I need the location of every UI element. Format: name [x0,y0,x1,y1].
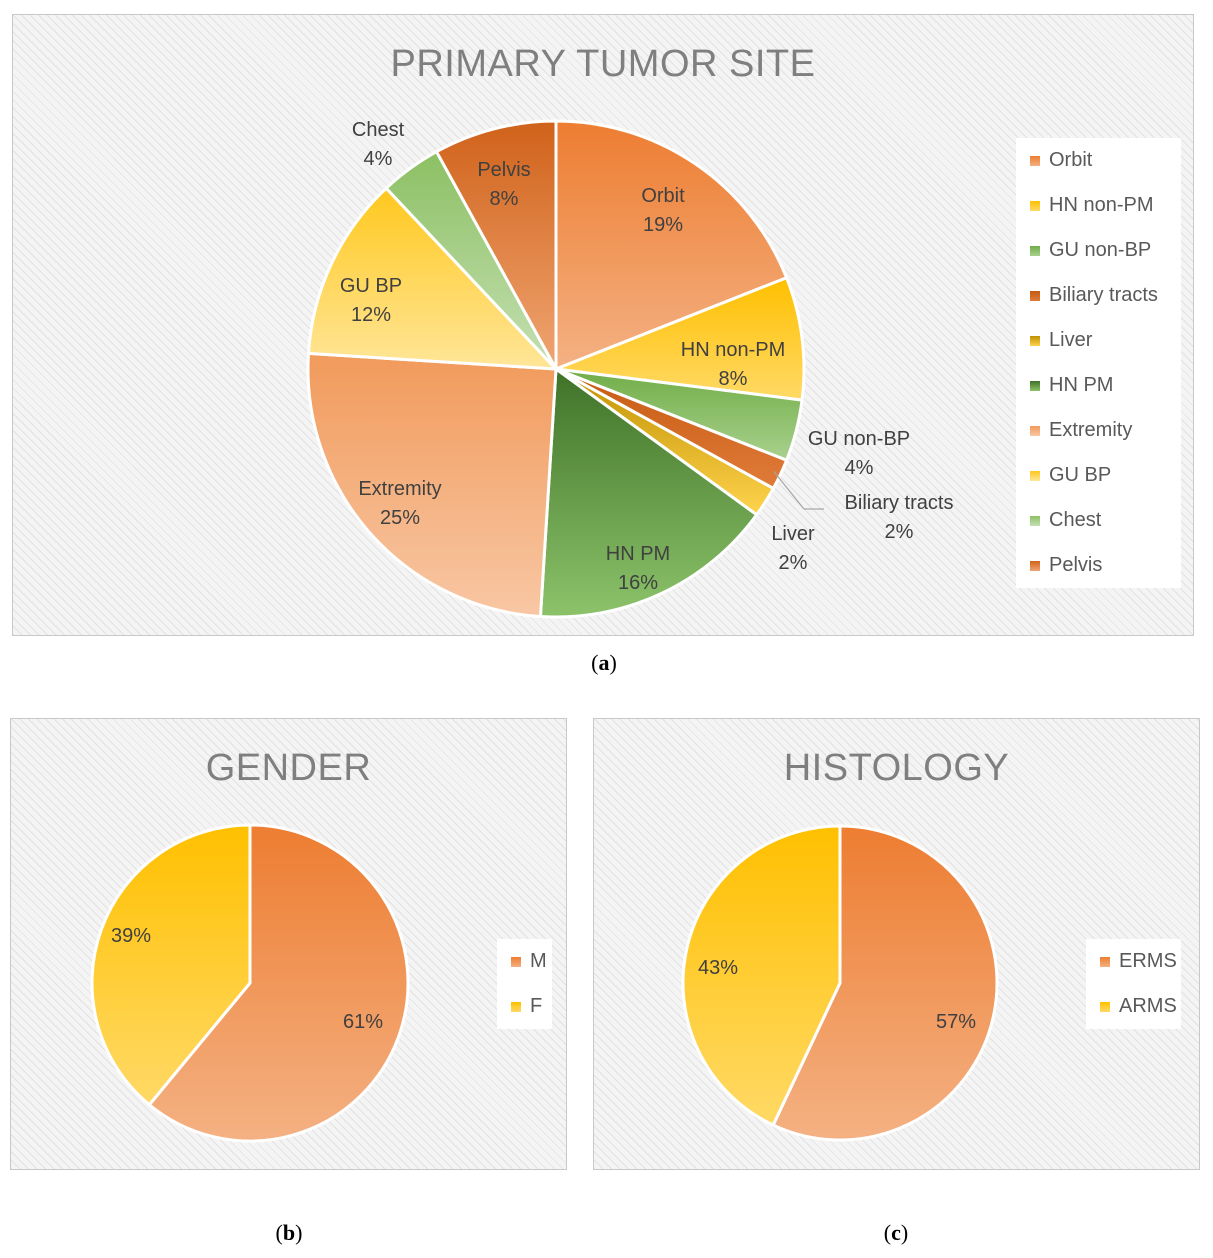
legend-item-arms: ARMS [1086,984,1181,1029]
legend-item-erms: ERMS [1086,939,1181,984]
legend-item-hn-pm: HN PM [1016,363,1181,408]
chart-c-plot: 57% 43% [681,824,999,1142]
legend-swatch [1030,425,1040,436]
legend-label: Pelvis [1049,554,1103,576]
legend-swatch [1030,335,1040,346]
legend-item-gu-bp: GU BP [1016,453,1181,498]
legend-swatch [1030,200,1040,211]
legend-item-gu-non-bp: GU non-BP [1016,228,1181,273]
legend-item-chest: Chest [1016,498,1181,543]
legend-label: Liver [1049,329,1093,351]
slice-pelvis [435,119,558,371]
data-label-hn-non-pm: HN non-PM 8% [681,339,785,390]
data-label-gu-non-bp: GU non-BP 4% [808,428,910,479]
slice-extremity [306,351,558,619]
data-label-arms: 43% [698,957,738,979]
chart-c-title: HISTOLOGY [783,747,1010,789]
legend-swatch [1030,560,1040,571]
legend-swatch [511,956,521,967]
legend-label: GU BP [1049,464,1112,486]
chart-a-title: PRIMARY TUMOR SITE [390,43,816,85]
legend-item-pelvis: Pelvis [1016,543,1181,588]
legend-item-liver: Liver [1016,318,1181,363]
legend-label: HN PM [1049,374,1114,396]
legend-label: Extremity [1049,419,1133,441]
slice-erms [771,824,999,1142]
legend-swatch [1100,1001,1110,1012]
legend-item-hn-non-pm: HN non-PM [1016,183,1181,228]
legend-swatch [1030,380,1040,391]
legend-swatch [1030,155,1040,166]
legend-swatch [1030,245,1040,256]
chart-a-plot: Orbit 19% HN non-PM 8% GU non-BP 4% Biliary tr… [306,119,954,619]
data-label-biliary-tracts: Biliary tracts 2% [845,492,954,543]
legend-item-m: M [497,939,552,984]
data-label-m: 61% [343,1011,383,1033]
legend-label: M [530,950,547,972]
legend-label: Biliary tracts [1049,284,1158,306]
slice-arms [681,824,842,1127]
legend-item-biliary-tracts: Biliary tracts [1016,273,1181,318]
data-label-liver: Liver 2% [771,523,815,574]
caption-a: (a) [591,650,617,675]
caption-c: (c) [883,1220,909,1245]
legend-label: F [530,995,543,1017]
legend-label: GU non-BP [1049,239,1152,261]
leader-line-biliary-tracts [773,471,824,510]
legend-label: ERMS [1119,950,1177,972]
chart-b-plot: 61% 39% [90,823,410,1143]
legend-swatch [1030,290,1040,301]
data-label-pelvis: Pelvis 8% [477,159,530,210]
chart-a-legend: Orbit HN non-PM GU non-BP Biliary tracts Liv… [1016,138,1181,588]
legend-swatch [1100,956,1110,967]
legend-item-f: F [497,984,552,1029]
slice-orbit [554,119,789,371]
chart-c-panel: HISTOLOGY 57% 43% ERMS ARMS [593,718,1200,1170]
legend-swatch [1030,515,1040,526]
slice-hn-non-pm [554,276,806,402]
data-label-erms: 57% [936,1011,976,1033]
legend-label: ARMS [1119,995,1177,1017]
slice-gu-bp [306,186,558,371]
chart-a-panel: PRIMARY TUMOR SITE Orbit 19% HN non-PM 8% GU… [12,14,1194,636]
chart-b-title: GENDER [205,747,372,789]
legend-swatch [1030,470,1040,481]
data-label-chest: Chest 4% [352,119,405,170]
data-label-gu-bp: GU BP 12% [340,275,402,326]
data-label-orbit: Orbit 19% [641,185,685,236]
slice-m [147,823,410,1143]
slice-hn-pm [538,367,759,619]
caption-b: (b) [275,1220,303,1245]
legend-label: Orbit [1049,149,1093,171]
legend-label: HN non-PM [1049,194,1154,216]
legend-label: Chest [1049,509,1102,531]
legend-swatch [511,1001,521,1012]
legend-item-orbit: Orbit [1016,138,1181,183]
data-label-extremity: Extremity 25% [358,478,441,529]
data-label-f: 39% [111,925,151,947]
chart-c-legend: ERMS ARMS [1086,939,1181,1029]
legend-item-extremity: Extremity [1016,408,1181,453]
data-label-hn-pm: HN PM 16% [606,543,670,594]
slice-f [90,823,252,1107]
